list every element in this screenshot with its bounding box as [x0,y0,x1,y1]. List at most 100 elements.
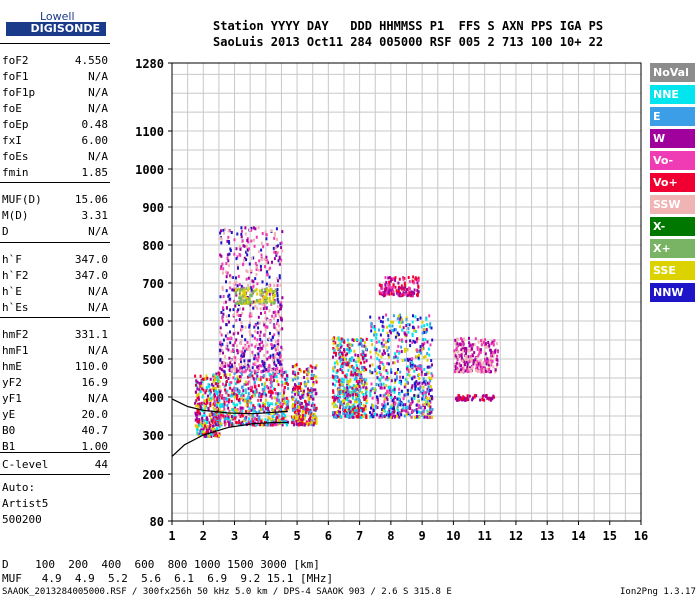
echo-point [212,427,215,431]
echo-point [224,227,226,231]
echo-point [429,365,432,369]
echo-point [340,380,343,384]
echo-point [416,318,419,321]
echo-point [457,394,460,398]
echo-point [281,327,284,331]
echo-point [291,415,294,419]
echo-point [276,291,279,295]
echo-point [480,369,483,373]
echo-point [248,262,251,266]
echo-point [378,377,381,381]
echo-point [223,400,226,404]
echo-point [203,424,206,428]
echo-point [398,415,401,419]
echo-point [234,288,237,292]
param-row: yF2 16.9 [2,375,108,390]
echo-point [350,393,353,397]
echo-point [252,226,255,230]
echo-point [252,377,255,380]
echo-point [259,264,262,268]
echo-point [336,369,339,373]
echo-point [307,372,310,376]
echo-point [206,376,209,380]
echo-point [347,410,350,414]
echo-point [272,345,275,349]
y-tick-label: 1000 [135,163,164,177]
echo-point [196,431,199,435]
echo-point [204,421,207,425]
echo-point [332,369,335,373]
echo-point [338,386,341,390]
echo-point [276,251,279,254]
echo-point [274,340,277,344]
echo-point [276,299,279,303]
echo-point [335,415,338,419]
echo-point [456,342,459,346]
echo-point [216,434,219,438]
echo-point [251,334,254,338]
echo-point [385,290,388,294]
echo-point [347,402,350,405]
echo-point [404,403,407,407]
echo-point [221,348,224,352]
echo-point [351,338,354,342]
echo-point [356,415,359,419]
echo-point [296,376,299,380]
echo-point [260,289,263,292]
echo-point [258,378,261,382]
echo-point [431,408,434,412]
footer-file-info: SAAOK_2013284005000.RSF / 300fx256h 50 k… [2,587,452,597]
echo-point [257,367,260,371]
echo-point [243,399,246,403]
echo-point [233,299,235,303]
echo-point [460,354,463,358]
echo-point [417,395,420,398]
echo-point [394,285,397,289]
echo-point [197,392,200,396]
echo-point [397,290,400,294]
echo-point [334,398,337,402]
echo-point [265,300,268,304]
echo-point [297,371,300,375]
echo-point [279,260,282,264]
echo-point [268,292,271,296]
echo-point [480,348,482,352]
echo-point [388,280,391,284]
echo-point [270,346,273,350]
echo-point [363,378,366,381]
echo-point [419,411,422,415]
echo-point [359,386,362,390]
echo-point [301,422,304,426]
echo-point [381,406,384,410]
echo-point [278,255,281,259]
echo-point [234,366,237,369]
echo-point [235,301,238,305]
echo-point [419,390,422,394]
echo-point [490,357,492,361]
echo-point [395,377,398,381]
echo-point [389,385,392,389]
echo-point [264,325,267,329]
echo-point [263,295,266,299]
echo-point [276,379,279,383]
echo-point [255,377,258,381]
echo-point [210,396,213,400]
echo-point [408,357,411,361]
echo-point [337,336,340,340]
echo-point [411,384,414,388]
echo-point [220,413,223,417]
echo-point [229,365,232,369]
echo-point [263,382,266,386]
echo-point [314,407,317,411]
param-row: fmin 1.85 [2,165,108,180]
echo-point [305,404,308,408]
echo-point [351,356,354,360]
echo-point [228,398,231,402]
echo-point [238,389,241,393]
echo-point [262,245,265,249]
echo-point [394,276,397,280]
echo-point [426,415,429,419]
echo-point [394,372,397,376]
echo-point [341,338,344,342]
echo-point [361,407,364,411]
